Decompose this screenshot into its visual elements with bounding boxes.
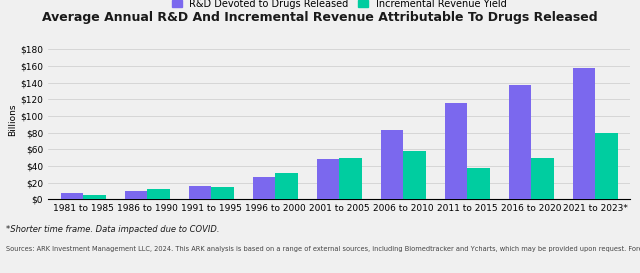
Bar (61, 194, 83, 199)
Legend: R&D Devoted to Drugs Released, Incremental Revenue Yield: R&D Devoted to Drugs Released, Increment… (168, 0, 511, 13)
Bar (531, 158, 554, 199)
Bar (253, 177, 275, 199)
Bar (275, 173, 298, 199)
Bar (573, 68, 595, 199)
Text: Sources: ARK Investment Management LLC, 2024. This ARK analysis is based on a ra: Sources: ARK Investment Management LLC, … (6, 246, 640, 252)
Bar (147, 189, 170, 199)
Bar (125, 191, 147, 199)
Bar (595, 133, 618, 199)
Bar (381, 130, 403, 199)
Bar (509, 85, 531, 199)
Y-axis label: Billions: Billions (8, 104, 17, 136)
Bar (83, 195, 106, 199)
Bar (211, 187, 234, 199)
Bar (339, 158, 362, 199)
Text: *Shorter time frame. Data impacted due to COVID.: *Shorter time frame. Data impacted due t… (6, 225, 220, 234)
Bar (445, 103, 467, 199)
Bar (467, 168, 490, 199)
Bar (403, 151, 426, 199)
Text: Average Annual R&D And Incremental Revenue Attributable To Drugs Released: Average Annual R&D And Incremental Reven… (42, 11, 598, 24)
Bar (189, 186, 211, 199)
Bar (317, 159, 339, 199)
